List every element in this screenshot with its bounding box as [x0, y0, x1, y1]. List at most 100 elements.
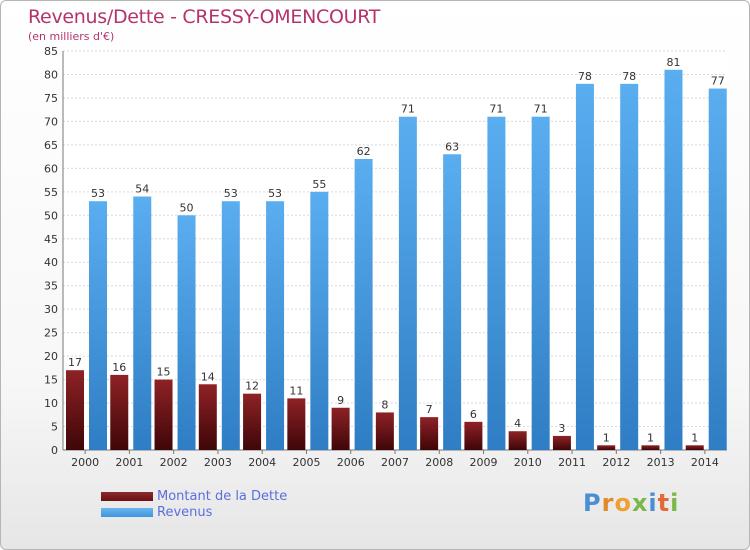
y-tick-label: 25 — [44, 327, 58, 340]
x-tick-label: 2001 — [115, 456, 143, 469]
bar-revenus — [443, 154, 462, 451]
bar-dette — [552, 435, 571, 450]
bar-dette — [110, 374, 129, 450]
bar-revenus — [89, 201, 107, 450]
legend-label-dette: Montant de la Dette — [157, 488, 288, 504]
value-label-revenus: 54 — [135, 183, 149, 196]
value-label-revenus: 71 — [401, 103, 415, 116]
y-tick-label: 45 — [44, 233, 58, 246]
bar-dette — [243, 393, 262, 450]
bar-dette — [198, 384, 217, 450]
value-label-revenus: 53 — [91, 187, 105, 200]
logo-letter: x — [631, 489, 649, 517]
value-label-dette: 1 — [647, 431, 654, 444]
bar-dette — [375, 412, 394, 450]
bar-dette — [287, 398, 306, 450]
bar-revenus — [620, 83, 639, 450]
x-tick-label: 2012 — [602, 456, 630, 469]
bar-dette — [331, 407, 350, 450]
plot-area — [63, 51, 727, 450]
x-tick-label: 2014 — [691, 456, 719, 469]
value-label-revenus: 78 — [622, 70, 636, 83]
y-tick-label: 0 — [51, 444, 58, 457]
y-tick-label: 75 — [44, 92, 58, 105]
value-label-revenus: 53 — [224, 187, 238, 200]
y-tick-label: 55 — [44, 186, 58, 199]
logo-letter: i — [648, 489, 658, 517]
value-label-revenus: 50 — [180, 201, 194, 214]
bar-revenus — [487, 116, 506, 450]
y-tick-label: 35 — [44, 280, 58, 293]
x-tick-label: 2003 — [204, 456, 232, 469]
y-tick-label: 65 — [44, 139, 58, 152]
bar-revenus — [664, 69, 683, 450]
value-label-revenus: 71 — [489, 103, 503, 116]
value-label-revenus: 81 — [666, 56, 680, 69]
y-tick-label: 30 — [44, 303, 58, 316]
x-tick-label: 2010 — [514, 456, 542, 469]
bar-revenus — [398, 116, 417, 450]
logo-letter: P — [583, 489, 602, 517]
legend: Montant de la Dette Revenus — [101, 488, 287, 520]
value-label-revenus: 71 — [534, 103, 548, 116]
x-tick-label: 2006 — [337, 456, 365, 469]
x-tick-label: 2007 — [381, 456, 409, 469]
value-label-dette: 1 — [603, 431, 610, 444]
legend-swatch-revenus — [101, 507, 153, 517]
legend-item-revenus: Revenus — [101, 504, 287, 520]
chart-title: Revenus/Dette - CRESSY-OMENCOURT — [28, 6, 381, 28]
x-tick-label: 2013 — [647, 456, 675, 469]
legend-label-revenus: Revenus — [157, 504, 213, 520]
value-label-dette: 7 — [426, 403, 433, 416]
x-tick-label: 2005 — [292, 456, 320, 469]
value-label-dette: 15 — [157, 366, 171, 379]
y-tick-label: 80 — [44, 68, 58, 81]
value-label-revenus: 53 — [268, 187, 282, 200]
legend-item-dette: Montant de la Dette — [101, 488, 287, 504]
value-label-dette: 11 — [289, 384, 303, 397]
value-label-revenus: 63 — [445, 140, 459, 153]
value-label-revenus: 55 — [312, 178, 326, 191]
bar-revenus — [575, 83, 594, 450]
value-label-revenus: 78 — [578, 70, 592, 83]
value-label-dette: 9 — [337, 394, 344, 407]
bar-dette — [464, 421, 483, 450]
bar-dette — [154, 379, 173, 450]
value-label-dette: 17 — [68, 356, 82, 369]
legend-swatch-dette — [101, 491, 153, 501]
bar-dette — [597, 445, 616, 450]
value-label-dette: 12 — [245, 380, 259, 393]
bar-revenus — [133, 196, 152, 450]
x-tick-label: 2011 — [558, 456, 586, 469]
bar-revenus — [221, 201, 240, 450]
value-label-dette: 1 — [691, 431, 698, 444]
bar-dette — [66, 370, 84, 450]
y-tick-label: 60 — [44, 162, 58, 175]
value-label-dette: 3 — [558, 422, 565, 435]
bar-revenus — [177, 215, 196, 450]
y-tick-label: 85 — [44, 45, 58, 58]
y-tick-label: 15 — [44, 374, 58, 387]
logo-letter: o — [614, 489, 632, 517]
bar-dette — [508, 431, 527, 450]
value-label-dette: 14 — [201, 370, 215, 383]
x-tick-label: 2002 — [160, 456, 188, 469]
proxiti-logo: Proxiti — [583, 489, 679, 517]
bar-revenus — [310, 191, 329, 450]
value-label-revenus: 77 — [711, 75, 725, 88]
value-label-dette: 16 — [112, 361, 126, 374]
bar-revenus — [266, 201, 285, 450]
bar-revenus — [708, 88, 727, 450]
bar-revenus — [354, 158, 373, 450]
value-label-dette: 6 — [470, 408, 477, 421]
x-tick-label: 2009 — [470, 456, 498, 469]
y-tick-label: 50 — [44, 209, 58, 222]
value-label-revenus: 62 — [357, 145, 371, 158]
logo-letter: i — [670, 489, 680, 517]
value-label-dette: 8 — [381, 398, 388, 411]
logo-letter: r — [601, 489, 615, 517]
bar-dette — [420, 417, 439, 450]
x-tick-label: 2004 — [248, 456, 276, 469]
x-tick-label: 2008 — [425, 456, 453, 469]
